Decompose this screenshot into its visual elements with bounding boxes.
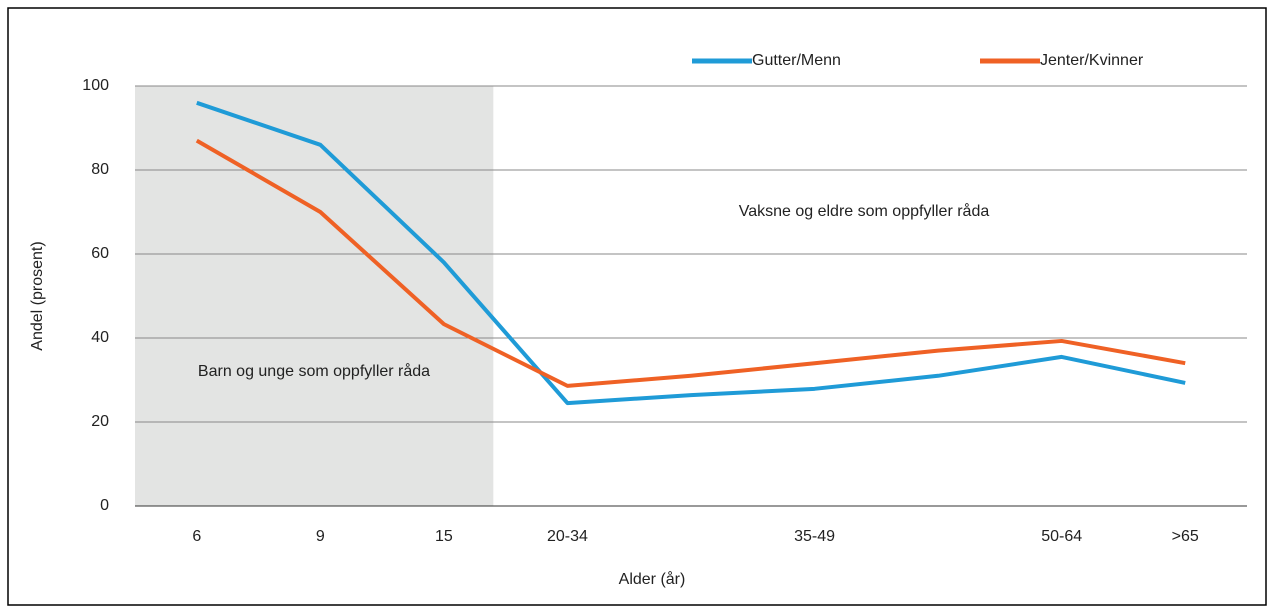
legend-label: Gutter/Menn — [752, 52, 841, 69]
y-tick-label: 20 — [91, 413, 109, 430]
y-tick-label: 0 — [100, 497, 109, 514]
x-tick-label: 9 — [316, 528, 325, 545]
shaded-region — [135, 86, 494, 506]
y-tick-label: 100 — [82, 77, 109, 94]
annotation: Barn og unge som oppfyller råda — [198, 362, 430, 380]
x-tick-label: 20-34 — [547, 528, 588, 545]
x-tick-label: 6 — [192, 528, 201, 545]
x-tick-label: 35-49 — [794, 528, 835, 545]
x-axis-label: Alder (år) — [619, 570, 686, 588]
legend-label: Jenter/Kvinner — [1040, 52, 1144, 69]
annotation: Vaksne og eldre som oppfyller råda — [739, 202, 990, 220]
series-line — [195, 138, 1186, 388]
x-tick-label: >65 — [1172, 528, 1199, 545]
y-tick-label: 80 — [91, 161, 109, 178]
x-tick-label: 15 — [435, 528, 453, 545]
x-tick-label: 50-64 — [1041, 528, 1082, 545]
y-tick-label: 40 — [91, 329, 109, 346]
y-axis-label: Andel (prosent) — [29, 241, 46, 350]
series-line — [196, 100, 1186, 406]
y-tick-label: 60 — [91, 245, 109, 262]
frame — [7, 7, 1267, 606]
